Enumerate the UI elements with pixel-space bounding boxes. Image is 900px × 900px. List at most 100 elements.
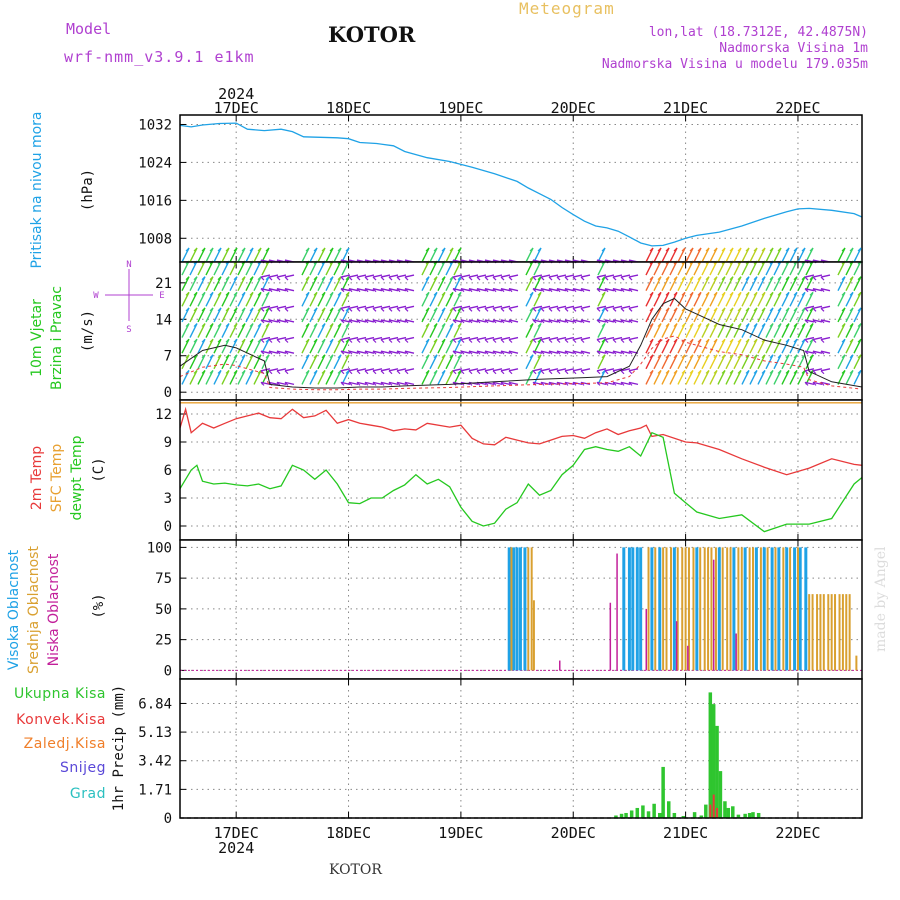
bottom-day-label-19DEC: 19DEC [438, 824, 483, 842]
wind-arrow-head [689, 338, 694, 343]
wind-arrow [372, 274, 383, 278]
wind-arrow [837, 338, 846, 354]
wind-arrow-head [468, 339, 473, 343]
wind-arrow [348, 368, 359, 372]
wind-arrow [341, 307, 350, 323]
wind-arrow-head [241, 323, 246, 327]
wind-arrow-head [241, 247, 246, 252]
wind-title-2: Brzina i Pravac [49, 286, 65, 390]
wind-arrow [773, 291, 782, 307]
wind-arrow-head [761, 291, 766, 296]
wind-arrow [317, 291, 326, 307]
wind-arrow [645, 307, 654, 323]
temp-title-sfc: SFC Temp [49, 444, 65, 513]
wind-arrow [741, 260, 750, 276]
wind-arrow [500, 274, 511, 278]
wind-arrow [340, 368, 351, 372]
wind-arrow [661, 260, 670, 276]
wind-arrow-head [612, 350, 617, 355]
wind-arrow-head [425, 354, 430, 359]
wind-arrow [309, 323, 318, 338]
wind-arrow-head [849, 354, 854, 359]
wind-arrow-head [193, 338, 198, 343]
wind-arrow [789, 260, 798, 276]
wind-arrow-head [265, 338, 270, 343]
wind-arrow [597, 291, 606, 307]
wind-arrow [364, 287, 375, 292]
mid-cloud-bar [510, 547, 513, 671]
wind-arrow [812, 274, 823, 278]
wind-arrow [341, 354, 350, 370]
wind-arrow [781, 338, 790, 354]
wind-arrow [445, 247, 454, 263]
wind-arrow-head [313, 276, 318, 281]
wind-arrow [429, 338, 438, 354]
wind-arrow [181, 260, 190, 276]
wind-arrow-head [268, 276, 273, 281]
wind-arrow-head [620, 381, 625, 386]
wind-arrow [237, 291, 246, 307]
mid-cloud-bar [819, 594, 822, 671]
wind-arrow [253, 291, 262, 307]
wind-arrow [309, 276, 318, 291]
wind-arrow [284, 336, 295, 341]
cloud-ytick-label-2: 50 [155, 602, 172, 618]
footer-location: KOTOR [329, 862, 382, 878]
wind-arrow-head [364, 350, 369, 355]
wind-arrow-head [537, 323, 542, 327]
wind-arrow-head [457, 354, 462, 359]
wind-arrow [268, 336, 279, 341]
wind-arrow [356, 319, 367, 323]
wind-arrow [669, 260, 678, 276]
top-day-label-21DEC: 21DEC [663, 99, 708, 117]
wind-arrow [341, 323, 350, 338]
wind-arrow [812, 287, 823, 292]
wind-arrow [197, 276, 206, 291]
wind-arrow-head [356, 339, 361, 343]
top-day-label-17DEC: 17DEC [214, 99, 259, 117]
wind-arrow-head [356, 370, 361, 375]
wind-arrow [341, 276, 350, 291]
wind-arrow [533, 354, 542, 370]
wind-arrow [276, 336, 287, 341]
wind-arrow-head [345, 307, 350, 312]
wind-arrow-head [268, 339, 273, 343]
wind-arrow-head [612, 319, 617, 324]
wind-arrow-head [452, 350, 457, 355]
compass-s-label: S [126, 325, 131, 335]
wind-arrow [717, 307, 726, 323]
precip-total-bar [718, 771, 723, 818]
wind-arrow-head [345, 369, 350, 374]
wind-arrow [301, 247, 310, 263]
wind-arrow-head [329, 291, 334, 296]
wind-arrow-head [580, 307, 585, 312]
wind-arrow [452, 350, 463, 354]
wind-arrow-head [484, 381, 489, 386]
wind-arrow-head [697, 323, 702, 327]
wind-arrow-head [508, 319, 513, 324]
wind-arrow [717, 276, 726, 291]
wind-arrow-head [620, 350, 625, 355]
wind-arrow-head [340, 288, 345, 293]
mid-cloud-bar [714, 547, 717, 671]
wind-arrow [197, 323, 206, 338]
wind-arrow-head [697, 338, 702, 343]
mid-cloud-bar [855, 655, 858, 671]
model-label: Model [66, 20, 112, 38]
wind-compass: NSW E [93, 260, 164, 335]
wind-arrow [837, 291, 846, 307]
wind-arrow-head [596, 339, 601, 343]
wind-arrow [245, 276, 254, 291]
low-cloud-bars [559, 553, 737, 671]
wind-arrow [572, 274, 583, 278]
wind-arrow [548, 381, 559, 386]
mid-cloud-bar [827, 594, 830, 671]
wind-arrow [532, 319, 543, 323]
wind-arrow [460, 305, 471, 309]
wind-arrow-head [705, 307, 710, 312]
wind-arrow-head [249, 338, 254, 343]
wind-arrow [460, 274, 471, 278]
wind-arrow-head [460, 307, 465, 312]
wind-arrow [580, 287, 591, 292]
wind-arrow [460, 287, 471, 292]
